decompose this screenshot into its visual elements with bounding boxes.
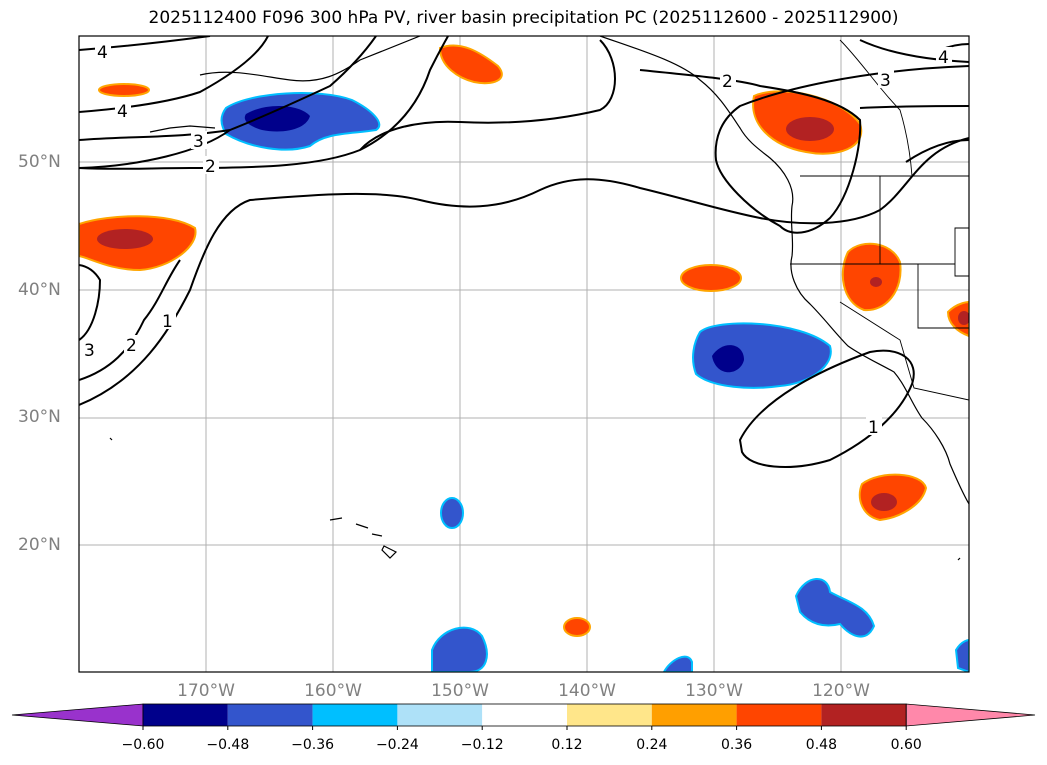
lon-label-160w: 160°W — [304, 681, 362, 701]
colorbar-extend-low — [11, 703, 144, 727]
colorbar-tick-label: −0.48 — [206, 737, 250, 753]
colorbar-segment — [567, 704, 652, 726]
colorbar-segment — [143, 704, 228, 726]
colorbar-extend-high — [905, 703, 1036, 727]
contour-label: 2 — [126, 336, 137, 356]
colorbar-segment — [821, 704, 907, 726]
contour-label: 4 — [938, 48, 949, 68]
lon-label-140w: 140°W — [558, 681, 616, 701]
colorbar-tick-label: 0.60 — [890, 737, 922, 753]
borders — [790, 39, 969, 401]
map-title: 2025112400 F096 300 hPa PV, river basin … — [148, 8, 899, 28]
pv-contours — [79, 36, 969, 468]
colorbar-segment — [397, 704, 483, 726]
lat-label-30n: 30°N — [18, 407, 61, 427]
lat-label-40n: 40°N — [18, 280, 61, 300]
contour-label: 2 — [722, 72, 733, 92]
lat-label-50n: 50°N — [18, 152, 61, 172]
colorbar — [11, 703, 1036, 730]
colorbar-tick-label: −0.36 — [291, 737, 335, 753]
contour-label: 3 — [880, 71, 891, 91]
colorbar-outline — [142, 703, 907, 727]
negative-anomaly-areas — [220, 92, 969, 672]
colorbar-tick-label: −0.12 — [460, 737, 504, 753]
colorbar-tick-label: 0.36 — [721, 737, 753, 753]
contour-labels: 4 4 3 2 3 2 1 2 3 4 1 — [82, 42, 952, 438]
map-panel: 4 4 3 2 3 2 1 2 3 4 1 — [78, 35, 970, 673]
colorbar-tick-label: 0.48 — [805, 737, 837, 753]
contour-label: 4 — [97, 43, 108, 63]
colorbar-segment — [482, 704, 567, 726]
contour-label: 4 — [117, 102, 128, 122]
contour-label: 2 — [205, 157, 216, 177]
coastlines — [109, 36, 969, 561]
lon-label-130w: 130°W — [685, 681, 743, 701]
lat-label-20n: 20°N — [18, 535, 61, 555]
contour-label: 1 — [162, 312, 173, 332]
positive-anomaly-areas — [79, 44, 969, 637]
colorbar-segment — [651, 704, 737, 726]
colorbar-tick-label: −0.60 — [121, 737, 165, 753]
colorbar-segment — [736, 704, 822, 726]
lon-label-120w: 120°W — [812, 681, 870, 701]
lon-label-150w: 150°W — [431, 681, 489, 701]
colorbar-tick-label: −0.24 — [375, 737, 419, 753]
lon-label-170w: 170°W — [177, 681, 235, 701]
contour-label: 3 — [84, 341, 95, 361]
contour-label: 1 — [868, 418, 879, 438]
map-frame — [78, 35, 970, 673]
colorbar-segment — [312, 704, 398, 726]
colorbar-tick-label: 0.24 — [636, 737, 668, 753]
contour-label: 3 — [193, 132, 204, 152]
colorbar-tick-label: 0.12 — [551, 737, 583, 753]
colorbar-segment — [227, 704, 313, 726]
